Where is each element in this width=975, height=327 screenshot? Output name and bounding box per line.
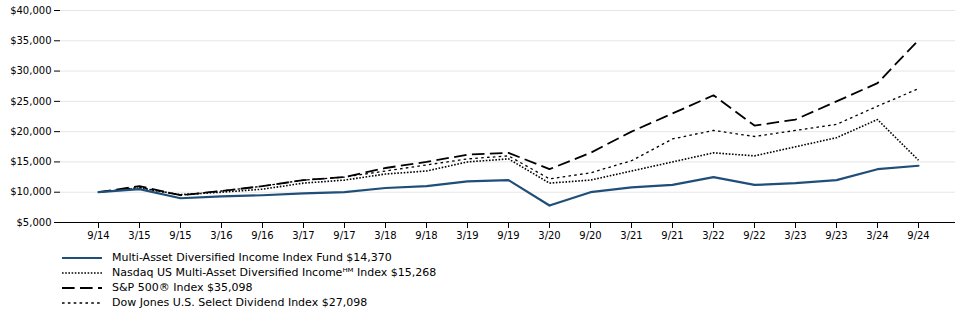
svg-text:$35,000: $35,000 [10,35,51,46]
svg-text:9/18: 9/18 [415,230,437,241]
svg-text:3/21: 3/21 [620,230,642,241]
html-text:Multi-Asset Diversified Income: Multi-Asset Diversified Income Index Fun… [112,251,392,264]
svg-text:$30,000: $30,000 [10,65,51,76]
svg-text:$5,000: $5,000 [17,217,52,228]
svg-text:3/22: 3/22 [702,230,724,241]
svg-text:3/15: 3/15 [128,230,150,241]
svg-text:9/24: 9/24 [907,230,929,241]
svg-text:9/14: 9/14 [87,230,109,241]
svg-text:9/22: 9/22 [743,230,765,241]
svg-text:$40,000: $40,000 [10,5,51,16]
html-text:Nasdaq US Multi-Asset Diversif: Nasdaq US Multi-Asset Diversified Income… [112,266,437,279]
svg-text:3/20: 3/20 [538,230,560,241]
svg-text:3/23: 3/23 [784,230,806,241]
svg-text:3/19: 3/19 [456,230,478,241]
svg-text:3/24: 3/24 [866,230,888,241]
svg-text:3/17: 3/17 [292,230,314,241]
html-text:Dow Jones U.S. Select Dividend: Dow Jones U.S. Select Dividend Index $27… [112,296,368,309]
svg-text:$20,000: $20,000 [10,126,51,137]
svg-text:$25,000: $25,000 [10,96,51,107]
svg-text:$10,000: $10,000 [10,186,51,197]
svg-text:9/16: 9/16 [251,230,273,241]
svg-text:9/17: 9/17 [333,230,355,241]
svg-text:$15,000: $15,000 [10,156,51,167]
svg-text:3/16: 3/16 [210,230,232,241]
html-text:S&P 500® Index $35,098: S&P 500® Index $35,098 [112,281,253,294]
svg-text:9/20: 9/20 [579,230,601,241]
svg-text:3/18: 3/18 [374,230,396,241]
svg-text:9/19: 9/19 [497,230,519,241]
svg-text:9/23: 9/23 [825,230,847,241]
svg-text:9/21: 9/21 [661,230,683,241]
svg-text:9/15: 9/15 [169,230,191,241]
